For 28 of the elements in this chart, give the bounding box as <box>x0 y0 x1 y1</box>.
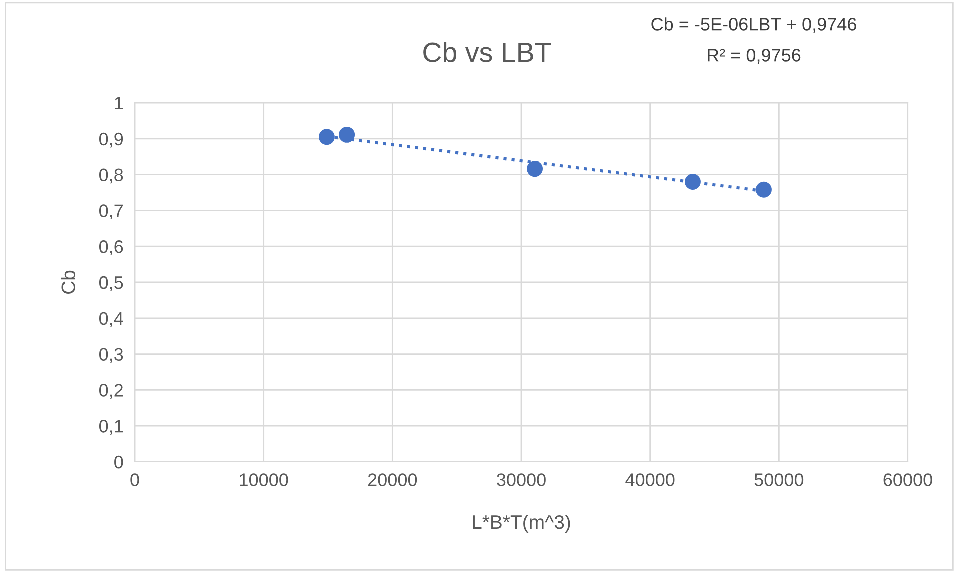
x-tick-label: 0 <box>130 474 140 486</box>
x-tick-label: 20000 <box>368 474 418 486</box>
point <box>318 129 335 146</box>
x-tick-label: 30000 <box>497 474 546 486</box>
point <box>756 182 772 198</box>
text: Cb = -5E-06LBT + 0,9746 <box>652 18 856 33</box>
x-tick-label: 10000 <box>240 474 288 486</box>
y-tick-label: 1 <box>115 97 124 110</box>
y-tick-label: 0 <box>114 456 124 469</box>
y-tick-label: 0,9 <box>99 132 124 148</box>
y-tick-label: 0,8 <box>99 168 124 184</box>
text: R² = 0,9756 <box>708 49 801 64</box>
y-axis-title: Cb <box>61 270 76 294</box>
y-tick-label: 0,7 <box>99 204 123 220</box>
point <box>527 161 544 178</box>
y-tick-label: 0,1 <box>99 420 124 435</box>
point <box>339 126 356 143</box>
point <box>685 174 701 190</box>
y-tick-label: 0,5 <box>99 276 124 292</box>
y-tick-label: 0,3 <box>99 348 124 364</box>
y-tick-label: 0,4 <box>99 312 124 328</box>
x-tick-label: 50000 <box>754 474 804 486</box>
x-tick-label: 40000 <box>626 474 675 486</box>
y-tick-label: 0,6 <box>99 240 124 256</box>
x-axis-title: L*B*T(m^3) <box>473 514 570 534</box>
x-tick-label: 60000 <box>884 474 932 486</box>
chart-title: Cb vs LBT <box>424 42 552 62</box>
y-tick-label: 0,2 <box>99 384 123 400</box>
